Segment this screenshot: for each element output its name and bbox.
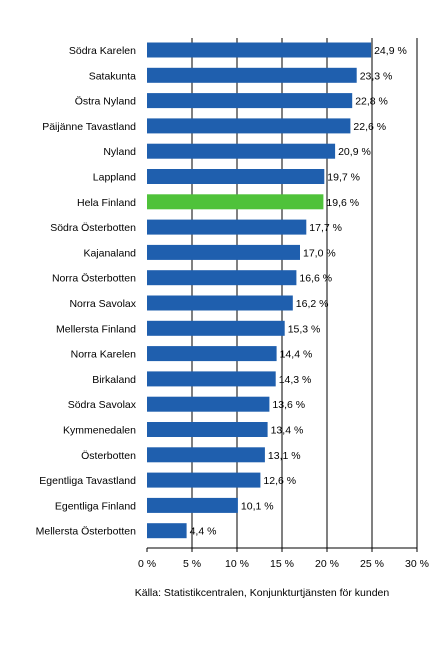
x-tick-label: 10 % [225, 558, 249, 570]
value-labels: 24,9 % 23,3 % 22,8 % 22,6 % 20,9 % 19,7 % 19,6… [190, 45, 407, 538]
bar [147, 295, 293, 311]
category-label: Mellersta Österbotten [36, 526, 137, 538]
bar-highlight [147, 194, 324, 210]
category-label: Södra Savolax [68, 399, 137, 411]
bar [147, 497, 238, 513]
bar [147, 447, 265, 463]
bar [147, 396, 270, 412]
category-label: Kajanaland [83, 247, 136, 259]
bar [147, 244, 300, 260]
category-label: Norra Savolax [69, 298, 136, 310]
bar [147, 523, 187, 539]
data-label: 4,4 % [190, 526, 217, 538]
bar [147, 93, 353, 109]
bar [147, 472, 261, 488]
data-label: 13,1 % [268, 450, 301, 462]
category-label: Östra Nyland [75, 96, 136, 108]
data-label: 10,1 % [241, 500, 274, 512]
data-label: 24,9 % [374, 45, 407, 57]
category-label: Satakunta [89, 70, 136, 82]
bar [147, 67, 357, 83]
bar [147, 422, 268, 437]
category-label: Mellersta Finland [56, 323, 136, 335]
data-label: 19,7 % [327, 172, 360, 184]
data-label: 20,9 % [338, 146, 371, 158]
bar [147, 42, 372, 58]
bar [147, 346, 277, 362]
data-label: 13,4 % [271, 425, 304, 437]
category-label: Södra Österbotten [50, 222, 136, 234]
data-label: 14,4 % [280, 349, 313, 361]
source-note: Källa: Statistikcentralen, Konjunkturtjä… [135, 587, 390, 599]
category-label: Päijänne Tavastland [42, 121, 136, 133]
data-label: 23,3 % [360, 70, 393, 82]
category-label: Birkaland [92, 374, 136, 386]
bar [147, 320, 285, 336]
bar [147, 219, 307, 235]
category-label: Norra Österbotten [52, 273, 136, 285]
x-tick-label: 5 % [183, 558, 201, 570]
data-label: 17,0 % [303, 247, 336, 259]
data-label: 17,7 % [309, 222, 342, 234]
data-label: 22,6 % [353, 121, 386, 133]
category-label: Södra Karelen [69, 45, 136, 57]
data-label: 14,3 % [279, 374, 312, 386]
x-tick-label: 30 % [405, 558, 429, 570]
x-tick-label: 15 % [270, 558, 294, 570]
category-labels: Södra Karelen Satakunta Östra Nyland Päijän… [36, 45, 137, 538]
bar [147, 270, 297, 286]
category-label: Kymmenedalen [63, 425, 136, 437]
data-label: 22,8 % [355, 96, 388, 108]
data-label: 13,6 % [272, 399, 305, 411]
bar [147, 371, 276, 387]
bar [147, 118, 351, 134]
category-label: Norra Karelen [71, 349, 137, 361]
category-label: Egentliga Tavastland [39, 475, 136, 487]
data-label: 16,6 % [299, 273, 332, 285]
bar [147, 169, 325, 184]
data-label: 12,6 % [263, 475, 296, 487]
gridlines [191, 38, 418, 548]
bars [147, 42, 372, 539]
category-label: Hela Finland [77, 197, 136, 209]
bar [147, 143, 336, 159]
data-label: 15,3 % [288, 323, 321, 335]
x-tick-label: 20 % [315, 558, 339, 570]
x-tick-label: 25 % [360, 558, 384, 570]
category-label: Nyland [103, 146, 136, 158]
data-label: 19,6 % [326, 197, 359, 209]
data-label: 16,2 % [296, 298, 329, 310]
category-label: Österbotten [81, 450, 136, 462]
category-label: Lappland [93, 172, 136, 184]
x-axis: 0 % 5 % 10 % 15 % 20 % 25 % 30 % [138, 547, 429, 570]
x-tick-label: 0 % [138, 558, 156, 570]
category-label: Egentliga Finland [55, 500, 136, 512]
